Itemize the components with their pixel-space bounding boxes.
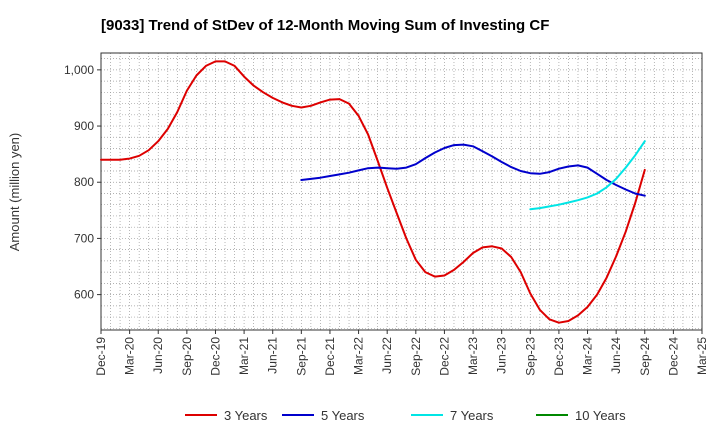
x-tick-label: Sep-23 xyxy=(523,337,537,376)
chart-title: [9033] Trend of StDev of 12-Month Moving… xyxy=(101,17,549,34)
plot-frame xyxy=(100,52,703,331)
series-line-5-years xyxy=(300,143,646,197)
x-tick-label: Dec-20 xyxy=(208,337,222,376)
x-tick-label: Sep-24 xyxy=(638,337,652,376)
x-tick-label: Dec-22 xyxy=(437,337,451,376)
x-tick-label: Sep-21 xyxy=(294,337,308,376)
x-tick-label: Dec-19 xyxy=(94,337,108,376)
legend-label-3-years: 3 Years xyxy=(224,408,268,423)
x-tick-label: Jun-23 xyxy=(495,337,509,374)
x-tick-label: Dec-24 xyxy=(666,337,680,376)
x-tick-label: Jun-20 xyxy=(151,337,165,374)
x-tick-label: Dec-21 xyxy=(323,337,337,376)
plot-background xyxy=(101,53,702,330)
x-tick-label: Mar-24 xyxy=(581,337,595,375)
plot-area: 600 700 800 900 1,000 Dec-19 Mar-20 Jun-20 Sep-2… xyxy=(64,52,709,376)
x-tick-label: Jun-24 xyxy=(609,337,623,374)
x-tick-label: Mar-25 xyxy=(695,337,709,375)
x-tick-label: Sep-22 xyxy=(409,337,423,376)
x-tick-label: Jun-21 xyxy=(266,337,280,374)
legend-label-10-years: 10 Years xyxy=(575,408,626,423)
series-line-7-years xyxy=(529,140,646,211)
y-axis-label: Amount (million yen) xyxy=(7,133,22,252)
x-tick-label: Mar-20 xyxy=(123,337,137,375)
x-tick-label: Mar-23 xyxy=(466,337,480,375)
legend: 3 Years 5 Years 7 Years 10 Years xyxy=(185,408,626,423)
legend-label-7-years: 7 Years xyxy=(450,408,494,423)
x-tick-label: Mar-22 xyxy=(352,337,366,375)
y-tick-label: 800 xyxy=(74,175,94,189)
series-line-3-years xyxy=(100,60,646,324)
y-tick-label: 1,000 xyxy=(64,63,94,77)
y-tick-label: 600 xyxy=(74,288,94,302)
legend-label-5-years: 5 Years xyxy=(321,408,365,423)
x-tick-label: Mar-21 xyxy=(237,337,251,375)
x-tick-label: Jun-22 xyxy=(380,337,394,374)
y-tick-label: 900 xyxy=(74,119,94,133)
y-tick-label: 700 xyxy=(74,231,94,245)
x-tick-label: Sep-20 xyxy=(180,337,194,376)
x-tick-label: Dec-23 xyxy=(552,337,566,376)
